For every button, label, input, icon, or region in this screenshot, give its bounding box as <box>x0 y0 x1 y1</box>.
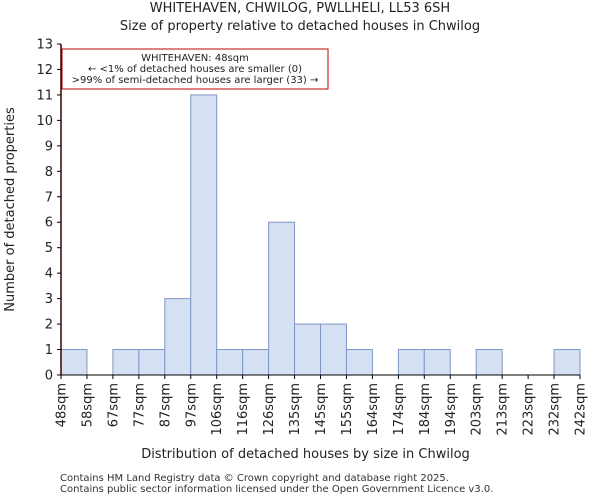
y-tick-label: 6 <box>45 216 53 231</box>
x-tick-label: 213sqm <box>496 383 511 436</box>
x-tick-label: 155sqm <box>340 383 355 436</box>
x-tick-label: 67sqm <box>106 383 121 427</box>
x-tick-label: 194sqm <box>444 383 459 436</box>
y-tick-label: 2 <box>45 318 53 333</box>
x-axis-label: Distribution of detached houses by size … <box>141 447 470 462</box>
x-tick-label: 164sqm <box>366 383 381 436</box>
x-tick-label: 232sqm <box>548 383 563 436</box>
x-tick-label: 58sqm <box>80 383 95 427</box>
bar-145sqm <box>320 323 347 376</box>
y-axis-label: Number of detached properties <box>3 107 18 312</box>
y-tick-label: 11 <box>36 88 53 103</box>
x-tick-label: 135sqm <box>288 383 303 436</box>
bar-116sqm <box>242 349 270 376</box>
y-tick-label: 3 <box>45 292 53 307</box>
y-tick-label: 10 <box>36 114 53 129</box>
y-tick-label: 4 <box>45 267 53 282</box>
bar-174sqm <box>397 349 425 376</box>
chart-subtitle: Size of property relative to detached ho… <box>119 19 481 34</box>
bar-77sqm <box>138 349 166 376</box>
chart-title: WHITEHAVEN, CHWILOG, PWLLHELI, LL53 6SH <box>149 1 451 16</box>
y-tick-label: 8 <box>45 165 53 180</box>
y-tick-label: 13 <box>36 38 53 53</box>
bar-232sqm <box>553 349 581 376</box>
y-tick-label: 7 <box>45 190 53 205</box>
annotation-line-2: ← <1% of detached houses are smaller (0) <box>88 64 302 75</box>
bar-184sqm <box>423 349 451 376</box>
x-tick-label: 242sqm <box>574 383 589 436</box>
bar-48sqm <box>60 349 88 376</box>
x-tick-label: 203sqm <box>470 383 485 436</box>
x-tick-label: 223sqm <box>522 383 537 436</box>
x-tick-label: 126sqm <box>262 383 277 436</box>
x-tick-label: 87sqm <box>158 383 173 427</box>
x-tick-label: 174sqm <box>392 383 407 436</box>
annotation-box: WHITEHAVEN: 48sqm ← <1% of detached hous… <box>61 48 329 90</box>
x-tick-label: 116sqm <box>236 383 251 436</box>
annotation-frame <box>61 48 329 90</box>
x-tick-label: 145sqm <box>314 383 329 436</box>
y-tick-label: 5 <box>45 241 53 256</box>
bar-106sqm <box>216 349 244 376</box>
x-tick-label: 106sqm <box>210 383 225 436</box>
annotation-line-3: >99% of semi-detached houses are larger … <box>72 75 319 86</box>
y-tick-label: 12 <box>36 63 53 78</box>
x-tick-label: 184sqm <box>418 383 433 436</box>
y-tick-label: 9 <box>45 139 53 154</box>
bar-126sqm <box>268 221 296 376</box>
bar-97sqm <box>190 94 218 376</box>
bar-67sqm <box>112 349 140 376</box>
y-tick-label: 0 <box>45 369 53 384</box>
bar-203sqm <box>475 349 503 376</box>
bar-87sqm <box>164 298 192 376</box>
x-tick-label: 48sqm <box>55 383 70 427</box>
footer-line-2: Contains public sector information licen… <box>60 484 494 495</box>
footer-line-1: Contains HM Land Registry data © Crown c… <box>60 473 449 484</box>
bar-155sqm <box>345 349 373 376</box>
x-tick-label: 97sqm <box>184 383 199 427</box>
y-tick-label: 1 <box>45 343 53 358</box>
annotation-line-1: WHITEHAVEN: 48sqm <box>141 53 249 64</box>
x-tick-label: 77sqm <box>132 383 147 427</box>
bar-135sqm <box>294 323 321 376</box>
